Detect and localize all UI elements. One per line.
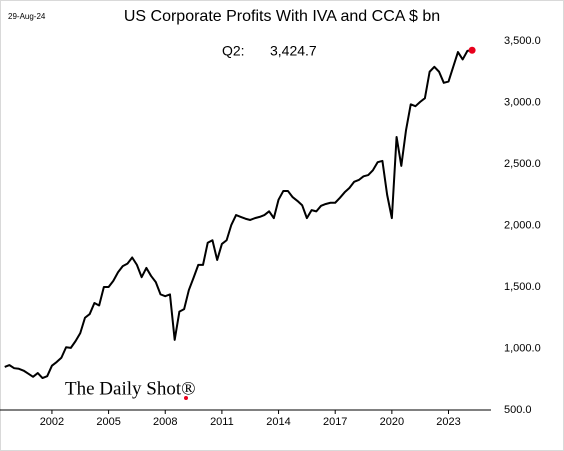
annotation-label: Q2: [222,43,245,59]
x-tick-label: 2014 [266,416,290,428]
x-tick-label: 2017 [323,416,347,428]
watermark: The Daily Shot® [65,378,196,399]
x-tick-label: 2002 [40,416,64,428]
chart-title: US Corporate Profits With IVA and CCA $ … [124,8,440,25]
date: 29-Aug-24 [8,12,46,21]
annotation-value: 3,424.7 [270,43,317,59]
y-tick-label: 2,000.0 [504,219,541,231]
x-tick-label: 2005 [96,416,120,428]
x-tick-label: 2008 [153,416,177,428]
y-tick-label: 1,500.0 [504,281,541,293]
y-tick-label: 500.0 [504,404,532,416]
x-tick-label: 2011 [210,416,234,428]
y-tick-label: 3,000.0 [504,96,541,108]
x-tick-label: 2020 [380,416,404,428]
watermark-dot [184,396,188,400]
y-tick-label: 1,000.0 [504,342,541,354]
y-tick-label: 2,500.0 [504,158,541,170]
x-tick-label: 2023 [436,416,460,428]
line-series [4,49,473,380]
last-point [468,46,476,54]
y-tick-label: 3,500.0 [504,35,541,47]
